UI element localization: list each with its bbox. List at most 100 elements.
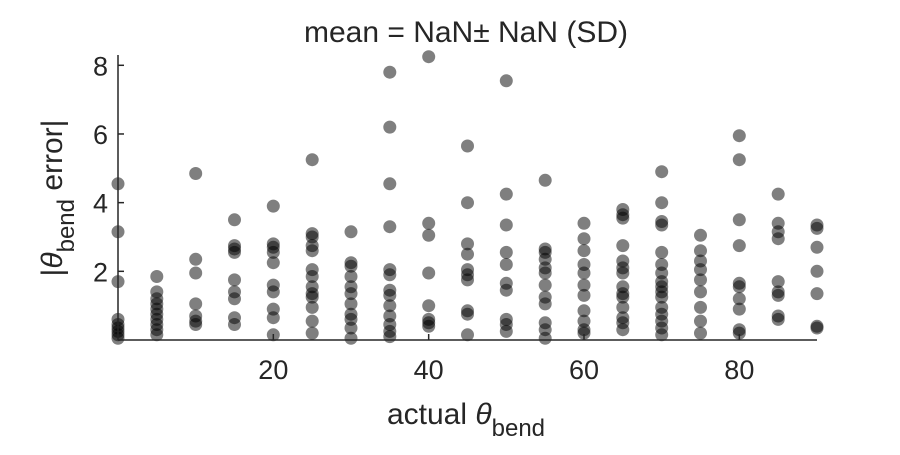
y-axis-label-subscript: bend (53, 199, 80, 252)
data-point (732, 129, 746, 143)
data-point (228, 245, 241, 259)
data-point (422, 228, 436, 242)
data-point (694, 285, 707, 299)
data-point (266, 311, 280, 325)
data-point (344, 270, 358, 283)
data-point (732, 326, 746, 340)
data-point (383, 177, 397, 191)
data-point (771, 312, 785, 326)
data-point (228, 213, 241, 227)
data-point (150, 328, 164, 342)
y-axis-label-suffix: error| (36, 120, 69, 199)
data-point (228, 292, 241, 306)
data-point (383, 330, 397, 344)
data-point (577, 288, 591, 302)
data-point (577, 304, 591, 318)
data-point (732, 292, 746, 306)
data-point (228, 318, 241, 331)
data-point (189, 266, 203, 280)
y-tick-label: 8 (93, 51, 108, 81)
data-point (383, 299, 397, 313)
data-point (694, 263, 707, 277)
data-point (732, 153, 746, 167)
data-point (538, 297, 552, 311)
data-point (383, 288, 397, 302)
data-point (810, 264, 824, 278)
y-axis-label-symbol: θ (36, 252, 69, 269)
data-point (577, 244, 591, 258)
data-point (305, 314, 319, 328)
data-point (189, 318, 203, 331)
x-axis-label: actual θbend (387, 398, 545, 442)
data-point (694, 326, 707, 340)
data-point (461, 237, 474, 251)
data-point (732, 302, 746, 316)
data-point (266, 245, 280, 259)
data-point (189, 297, 203, 311)
data-point (694, 300, 707, 314)
data-point (189, 252, 203, 266)
data-point (771, 232, 785, 246)
data-point (810, 221, 824, 235)
data-point (810, 240, 824, 254)
data-point (577, 278, 591, 292)
data-point (305, 153, 319, 167)
ticks-layer: 20 40 60 80 2 4 6 8 (93, 51, 754, 385)
data-point (655, 328, 669, 342)
data-point (461, 196, 474, 210)
data-point (771, 275, 785, 289)
data-point (344, 259, 358, 273)
data-point (305, 300, 319, 314)
data-point (694, 314, 707, 328)
data-point (344, 297, 358, 311)
data-point (577, 326, 591, 340)
data-point (655, 196, 669, 210)
data-point (461, 139, 474, 153)
data-point (266, 285, 280, 299)
data-point (655, 165, 669, 179)
x-axis-label-subscript: bend (492, 415, 545, 442)
y-axis-label-open: | (36, 269, 69, 277)
data-point (732, 213, 746, 227)
data-point (344, 225, 358, 239)
data-point (616, 323, 630, 337)
x-tick-label: 20 (258, 355, 288, 385)
data-point (383, 120, 397, 134)
data-point (344, 321, 358, 335)
data-point (694, 244, 707, 258)
data-point (499, 258, 513, 271)
x-tick-label: 60 (569, 355, 599, 385)
data-point (694, 273, 707, 287)
data-point (538, 278, 552, 292)
data-point (810, 321, 824, 335)
data-point (655, 290, 669, 304)
data-point (577, 266, 591, 280)
data-point (577, 216, 591, 230)
data-point (422, 319, 436, 333)
x-axis-label-prefix: actual (387, 398, 475, 431)
data-point (422, 266, 436, 280)
data-point (461, 307, 474, 321)
y-axis-label: |θbend error| (36, 120, 80, 277)
data-point (344, 287, 358, 301)
data-point (422, 50, 436, 64)
data-point (499, 218, 513, 232)
data-point (150, 270, 164, 283)
data-point (810, 287, 824, 301)
data-point (732, 280, 746, 294)
data-point (499, 283, 513, 297)
data-point (461, 273, 474, 287)
data-point (228, 273, 241, 287)
data-point (266, 256, 280, 270)
x-tick-label: 80 (724, 355, 754, 385)
data-point (383, 268, 397, 282)
data-point (616, 211, 630, 225)
data-point (616, 266, 630, 280)
data-point (771, 288, 785, 302)
data-point (616, 300, 630, 314)
data-point (538, 173, 552, 187)
data-point (189, 167, 203, 180)
points-layer (111, 50, 824, 345)
